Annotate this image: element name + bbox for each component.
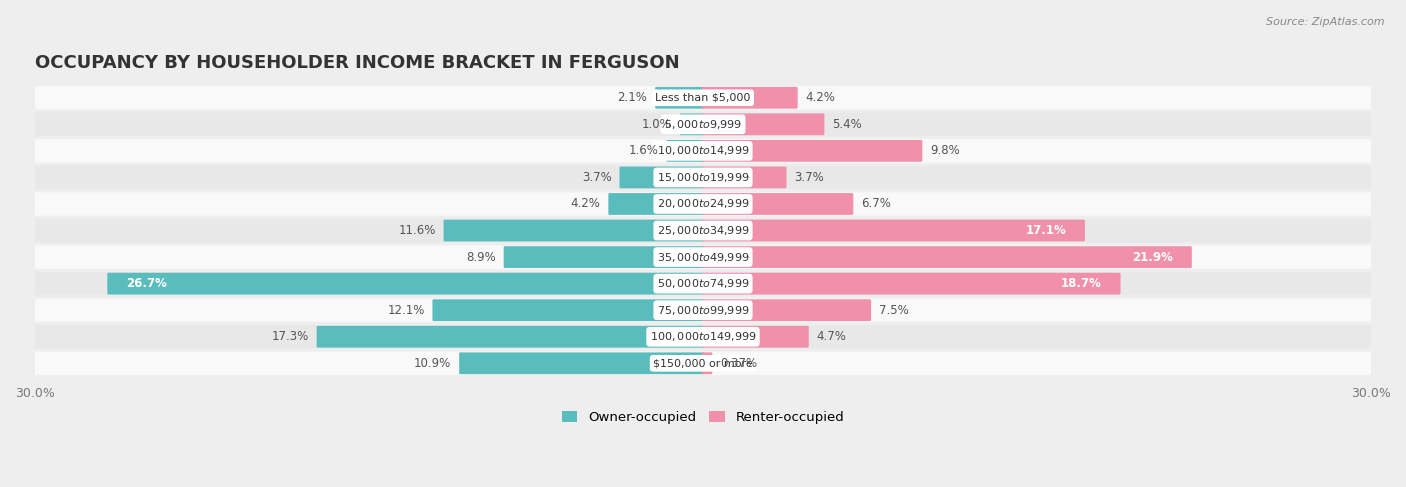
FancyBboxPatch shape	[35, 112, 1371, 136]
FancyBboxPatch shape	[702, 300, 872, 321]
Text: $5,000 to $9,999: $5,000 to $9,999	[664, 118, 742, 131]
Text: 26.7%: 26.7%	[127, 277, 167, 290]
Text: $50,000 to $74,999: $50,000 to $74,999	[657, 277, 749, 290]
Text: $35,000 to $49,999: $35,000 to $49,999	[657, 251, 749, 263]
Text: 3.7%: 3.7%	[582, 171, 612, 184]
Text: 1.0%: 1.0%	[643, 118, 672, 131]
FancyBboxPatch shape	[702, 353, 713, 374]
Text: 21.9%: 21.9%	[1132, 251, 1173, 263]
FancyBboxPatch shape	[666, 140, 704, 162]
Text: $15,000 to $19,999: $15,000 to $19,999	[657, 171, 749, 184]
FancyBboxPatch shape	[35, 352, 1371, 375]
FancyBboxPatch shape	[702, 246, 1192, 268]
Text: 4.7%: 4.7%	[817, 330, 846, 343]
Text: 9.8%: 9.8%	[931, 144, 960, 157]
Text: 2.1%: 2.1%	[617, 91, 647, 104]
FancyBboxPatch shape	[35, 139, 1371, 163]
Text: 3.7%: 3.7%	[794, 171, 824, 184]
Text: $100,000 to $149,999: $100,000 to $149,999	[650, 330, 756, 343]
FancyBboxPatch shape	[35, 86, 1371, 110]
FancyBboxPatch shape	[702, 326, 808, 348]
FancyBboxPatch shape	[503, 246, 704, 268]
FancyBboxPatch shape	[433, 300, 704, 321]
FancyBboxPatch shape	[35, 166, 1371, 189]
Text: 8.9%: 8.9%	[467, 251, 496, 263]
FancyBboxPatch shape	[35, 299, 1371, 322]
FancyBboxPatch shape	[316, 326, 704, 348]
Legend: Owner-occupied, Renter-occupied: Owner-occupied, Renter-occupied	[557, 406, 849, 429]
FancyBboxPatch shape	[609, 193, 704, 215]
FancyBboxPatch shape	[702, 193, 853, 215]
FancyBboxPatch shape	[702, 140, 922, 162]
FancyBboxPatch shape	[35, 245, 1371, 269]
Text: 17.1%: 17.1%	[1025, 224, 1066, 237]
Text: 6.7%: 6.7%	[860, 198, 891, 210]
FancyBboxPatch shape	[655, 87, 704, 109]
Text: Source: ZipAtlas.com: Source: ZipAtlas.com	[1267, 17, 1385, 27]
Text: 7.5%: 7.5%	[879, 304, 908, 317]
Text: $10,000 to $14,999: $10,000 to $14,999	[657, 144, 749, 157]
Text: 12.1%: 12.1%	[387, 304, 425, 317]
FancyBboxPatch shape	[702, 167, 786, 188]
Text: 1.6%: 1.6%	[628, 144, 658, 157]
FancyBboxPatch shape	[460, 353, 704, 374]
Text: OCCUPANCY BY HOUSEHOLDER INCOME BRACKET IN FERGUSON: OCCUPANCY BY HOUSEHOLDER INCOME BRACKET …	[35, 54, 679, 72]
Text: 17.3%: 17.3%	[271, 330, 309, 343]
FancyBboxPatch shape	[702, 87, 797, 109]
Text: $150,000 or more: $150,000 or more	[654, 358, 752, 368]
Text: 10.9%: 10.9%	[415, 357, 451, 370]
FancyBboxPatch shape	[35, 219, 1371, 242]
Text: 11.6%: 11.6%	[398, 224, 436, 237]
FancyBboxPatch shape	[35, 272, 1371, 295]
Text: Less than $5,000: Less than $5,000	[655, 93, 751, 103]
FancyBboxPatch shape	[35, 192, 1371, 216]
Text: $25,000 to $34,999: $25,000 to $34,999	[657, 224, 749, 237]
Text: $75,000 to $99,999: $75,000 to $99,999	[657, 304, 749, 317]
Text: 4.2%: 4.2%	[571, 198, 600, 210]
Text: 0.37%: 0.37%	[720, 357, 758, 370]
Text: 4.2%: 4.2%	[806, 91, 835, 104]
FancyBboxPatch shape	[702, 220, 1085, 242]
FancyBboxPatch shape	[702, 273, 1121, 295]
FancyBboxPatch shape	[702, 113, 824, 135]
Text: $20,000 to $24,999: $20,000 to $24,999	[657, 198, 749, 210]
FancyBboxPatch shape	[35, 325, 1371, 348]
FancyBboxPatch shape	[443, 220, 704, 242]
FancyBboxPatch shape	[679, 113, 704, 135]
FancyBboxPatch shape	[620, 167, 704, 188]
FancyBboxPatch shape	[107, 273, 704, 295]
Text: 5.4%: 5.4%	[832, 118, 862, 131]
Text: 18.7%: 18.7%	[1060, 277, 1102, 290]
